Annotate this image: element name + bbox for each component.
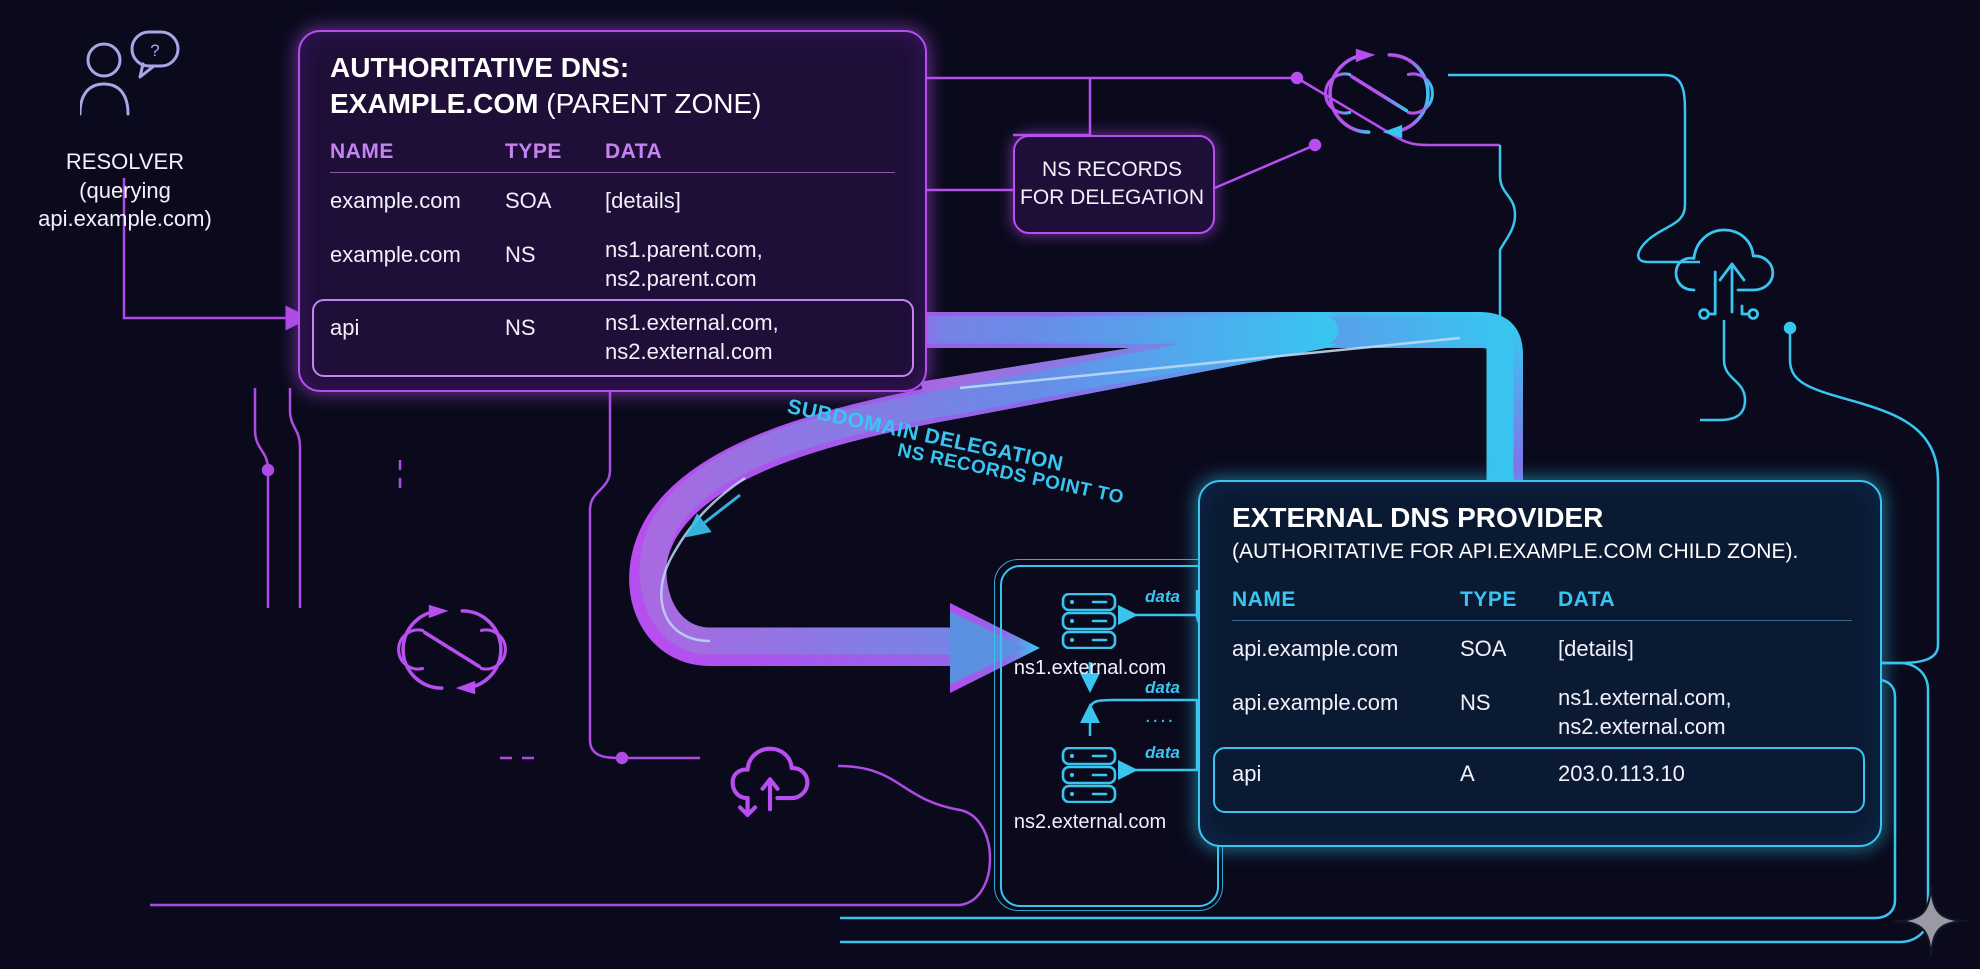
svg-text:?: ?	[150, 41, 159, 60]
